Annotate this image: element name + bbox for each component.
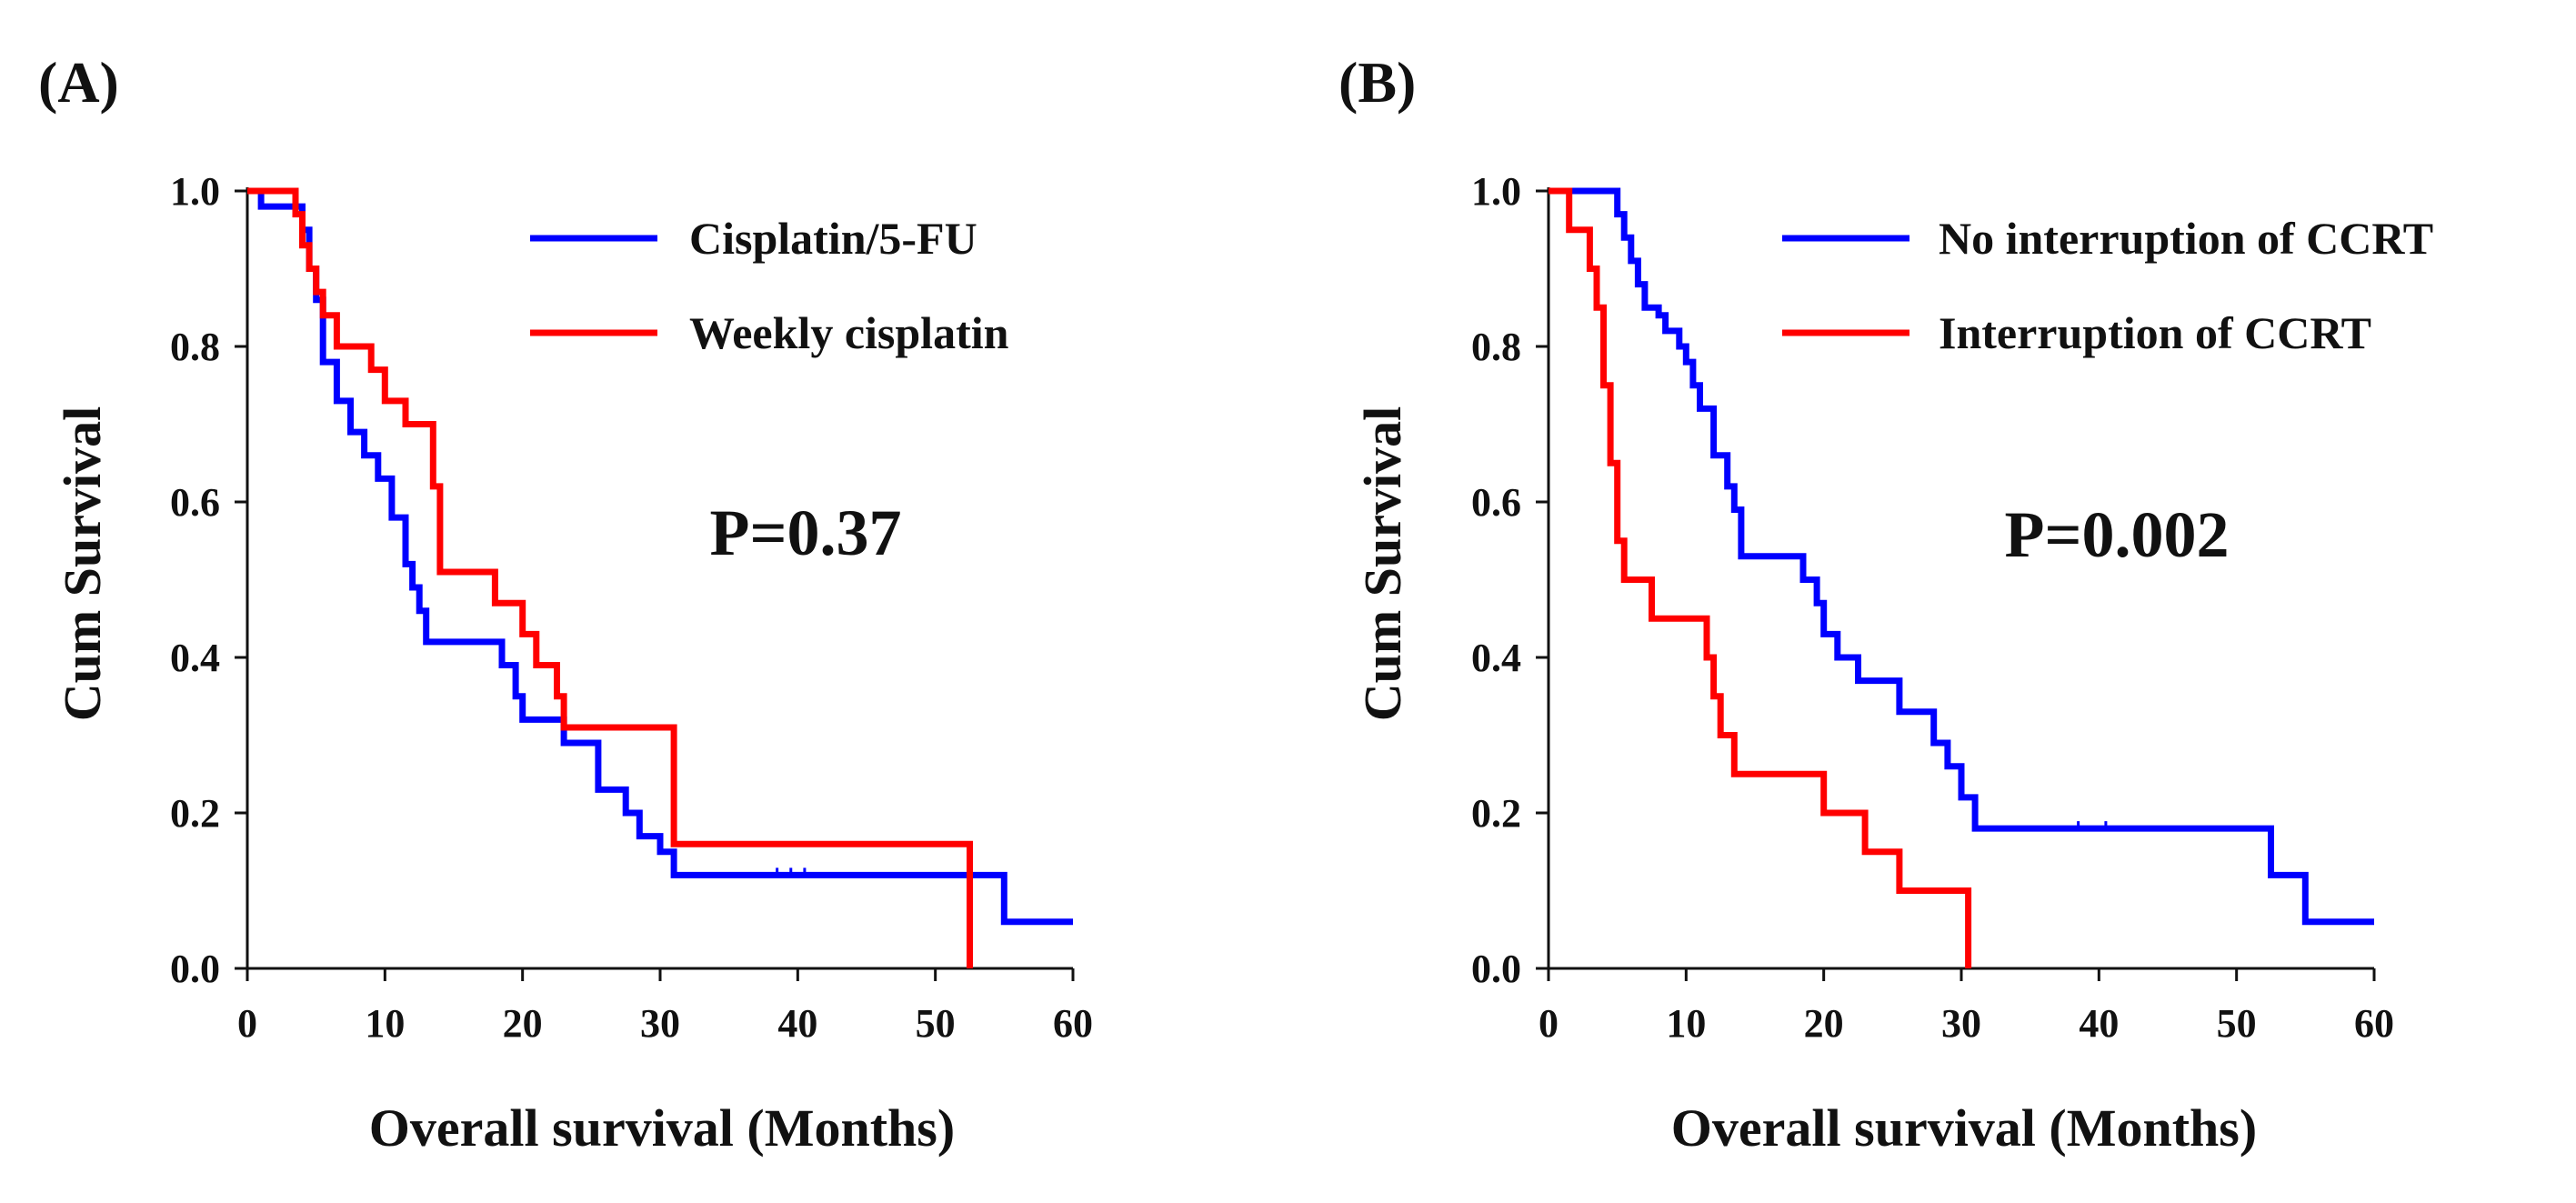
legend-label-no-interruption: No interruption of CCRT <box>1939 213 2433 264</box>
panel-a-p-value: P=0.37 <box>709 496 901 569</box>
panel-a-y-tick-label: 0.2 <box>170 791 220 836</box>
panel-a-x-tick-label: 10 <box>365 1001 405 1046</box>
panel-a-x-tick-label: 40 <box>777 1001 817 1046</box>
panel-b-y-tick-label: 0.8 <box>1471 325 1521 369</box>
panel-a: (A) Cum Survival Overall survival (Month… <box>38 50 1093 1158</box>
panel-a-y-tick-label: 0.4 <box>170 636 220 680</box>
panel-a-plot: 0 10 20 30 40 50 60 0.0 0.2 0.4 0.6 0.8 1.0 <box>170 169 1093 1046</box>
panel-a-series-0-curve <box>247 187 1073 926</box>
panel-b: (B) Cum Survival Overall survival (Month… <box>1338 50 2433 1158</box>
panel-b-label: (B) <box>1338 50 1416 115</box>
panel-a-y-tick-label: 1.0 <box>170 169 220 214</box>
panel-b-y-tick-label: 0.6 <box>1471 480 1521 525</box>
panel-b-x-tick-label: 50 <box>2217 1001 2257 1046</box>
panel-a-x-axis-title: Overall survival (Months) <box>369 1098 955 1158</box>
legend-label-weekly-cisplatin: Weekly cisplatin <box>689 307 1009 358</box>
panel-a-y-tick-label: 0.6 <box>170 480 220 525</box>
panel-b-legend: No interruption of CCRT Interruption of … <box>1782 213 2433 358</box>
panel-a-legend: Cisplatin/5-FU Weekly cisplatin <box>530 213 1009 358</box>
panel-b-x-tick-label: 60 <box>2354 1001 2394 1046</box>
panel-a-label: (A) <box>38 50 119 115</box>
panel-a-y-tick-label: 0.8 <box>170 325 220 369</box>
panel-b-plot: 0 10 20 30 40 50 60 0.0 0.2 0.4 0.6 0.8 1.0 <box>1471 169 2394 1046</box>
panel-b-y-tick-label: 0.2 <box>1471 791 1521 836</box>
legend-label-cisplatin-5fu: Cisplatin/5-FU <box>689 213 977 264</box>
panel-a-y-tick-label: 0.0 <box>170 947 220 991</box>
panel-a-x-tick-label: 20 <box>503 1001 543 1046</box>
panel-a-x-tick-label: 50 <box>916 1001 956 1046</box>
panel-b-series-1-curve <box>1549 187 1972 968</box>
panel-b-x-tick-label: 30 <box>1941 1001 1981 1046</box>
panel-b-x-axis-title: Overall survival (Months) <box>1671 1098 2257 1158</box>
panel-b-y-tick-label: 0.4 <box>1471 636 1521 680</box>
panel-b-p-value: P=0.002 <box>2004 498 2229 571</box>
legend-label-interruption: Interruption of CCRT <box>1939 307 2371 358</box>
panel-a-x-tick-label: 60 <box>1053 1001 1093 1046</box>
panel-a-x-tick-label: 30 <box>640 1001 680 1046</box>
panel-b-y-tick-label: 1.0 <box>1471 169 1521 214</box>
panel-b-y-tick-label: 0.0 <box>1471 947 1521 991</box>
panel-b-y-axis-title: Cum Survival <box>1353 406 1412 721</box>
panel-b-x-tick-label: 10 <box>1666 1001 1706 1046</box>
panel-b-x-tick-label: 0 <box>1539 1001 1559 1046</box>
panel-b-x-tick-label: 20 <box>1804 1001 1844 1046</box>
panel-b-series-0-curve <box>1549 187 2374 926</box>
panel-a-y-axis-title: Cum Survival <box>53 406 112 721</box>
panel-b-x-tick-label: 40 <box>2079 1001 2119 1046</box>
panel-a-series-1-curve <box>247 187 973 968</box>
panel-a-x-tick-label: 0 <box>237 1001 257 1046</box>
